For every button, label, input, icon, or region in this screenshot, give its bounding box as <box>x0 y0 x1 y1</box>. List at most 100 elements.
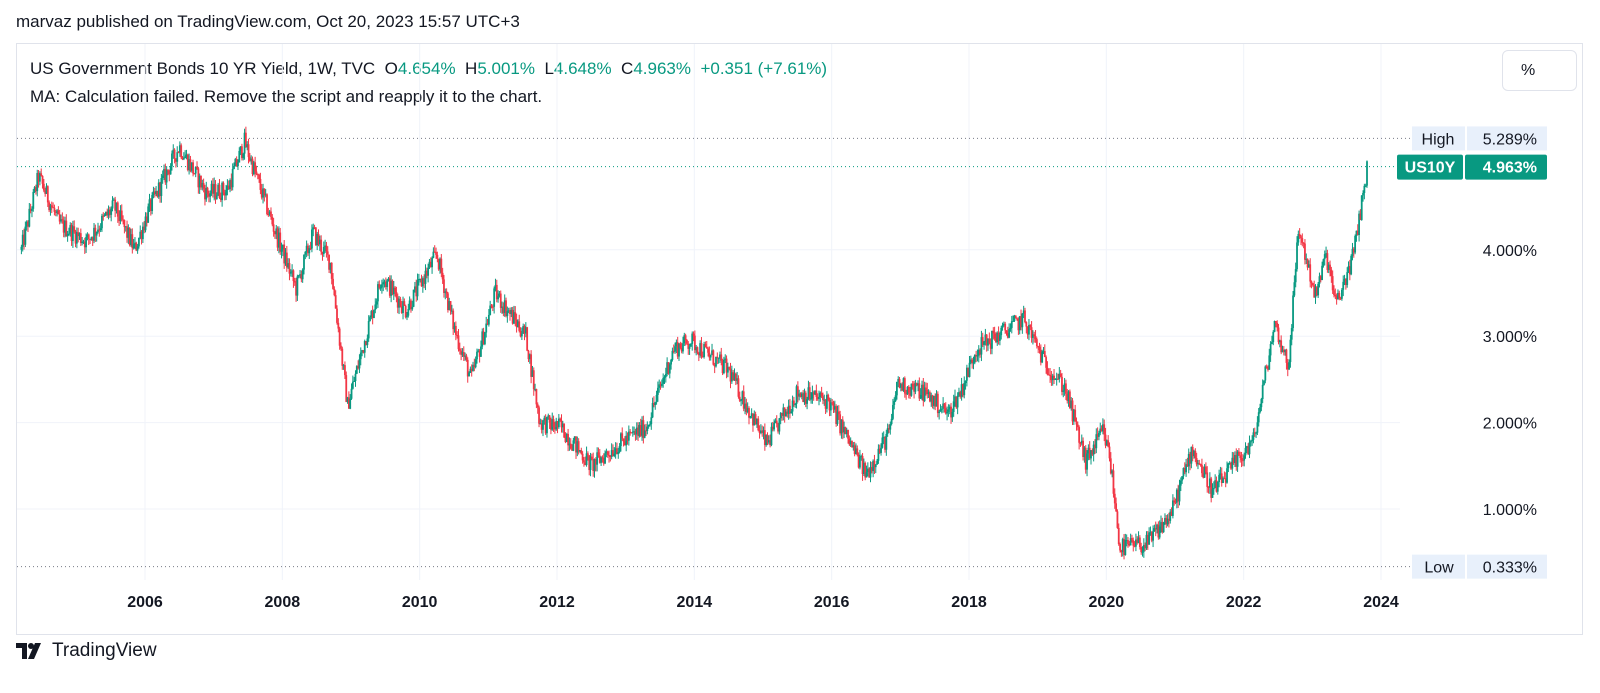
candle-body <box>1022 310 1025 314</box>
candle-body <box>647 424 650 427</box>
candle-body <box>627 431 630 441</box>
candle-body <box>812 392 815 395</box>
candle-body <box>27 221 29 227</box>
candle-body <box>248 157 251 161</box>
candle-body <box>474 359 477 368</box>
candle-body <box>276 228 279 248</box>
candle-body <box>832 402 835 410</box>
candle-body <box>579 450 581 452</box>
candle-body <box>77 232 80 237</box>
candle-body <box>1319 276 1322 281</box>
candle-body <box>428 261 431 268</box>
candle-body <box>757 418 760 431</box>
candle-body <box>235 159 238 167</box>
candle-body <box>766 434 769 443</box>
close-label: C <box>621 59 634 78</box>
candle-body <box>505 300 507 317</box>
candle-body <box>1102 424 1104 432</box>
candle-body <box>531 370 534 377</box>
candle-body <box>524 327 527 334</box>
candle-body <box>254 162 257 172</box>
candle-body <box>450 310 453 312</box>
candle-body <box>134 242 136 244</box>
candle-body <box>1272 331 1275 343</box>
high-value-bg <box>1467 126 1547 151</box>
candle-body <box>794 404 797 406</box>
candle-body <box>975 355 978 357</box>
candle-body <box>53 207 56 212</box>
candle-body <box>398 298 400 308</box>
candle-body <box>233 166 235 170</box>
candle-body <box>367 321 370 339</box>
candle-body <box>860 456 863 458</box>
candle-body <box>1280 340 1283 353</box>
candle-body <box>161 175 164 179</box>
candle-body <box>620 433 622 447</box>
candle-body <box>950 406 952 418</box>
candle-body <box>1195 458 1198 465</box>
candle-body <box>1033 334 1036 336</box>
candle-body <box>602 458 605 464</box>
candle-body <box>300 274 303 280</box>
candle-body <box>976 355 979 357</box>
candle-body <box>230 180 233 188</box>
candle-body <box>160 178 163 196</box>
candle-body <box>1249 441 1252 443</box>
candle-body <box>1309 264 1312 282</box>
candle-body <box>186 154 189 170</box>
candle-body <box>469 368 472 373</box>
candle-body <box>993 333 996 339</box>
candle-body <box>831 402 834 404</box>
candle-body <box>1042 351 1045 353</box>
candle-body <box>82 241 85 243</box>
candle-body <box>325 245 328 252</box>
candle-body <box>295 282 297 296</box>
candle-body <box>285 252 288 268</box>
candle-body <box>317 233 320 245</box>
candle-body <box>1199 463 1202 465</box>
candle-body <box>1339 298 1342 300</box>
low-label: L <box>544 59 554 78</box>
candle-body <box>971 359 974 363</box>
candle-body <box>583 460 585 463</box>
candle-body <box>229 180 231 190</box>
ma-indicator-error[interactable]: MA: Calculation failed. Remove the scrip… <box>30 87 543 106</box>
candle-body <box>1251 439 1254 442</box>
candle-body <box>1009 327 1012 330</box>
candle-body <box>855 448 857 455</box>
candle-body <box>196 166 198 169</box>
candle-body <box>445 291 448 294</box>
candle-body <box>1164 518 1166 523</box>
candle-body <box>1014 315 1017 319</box>
candle-body <box>1039 349 1042 363</box>
candle-body <box>872 460 875 472</box>
candle-body <box>123 220 126 228</box>
candle-body <box>1255 432 1257 434</box>
candle-body <box>868 468 871 478</box>
candle-body <box>737 378 740 397</box>
percent-scale-button[interactable]: % <box>1502 50 1577 91</box>
candle-body <box>651 403 654 418</box>
candle-body <box>329 262 332 270</box>
candle-body <box>1325 253 1327 255</box>
candle-body <box>495 284 498 300</box>
candle-body <box>539 423 542 425</box>
candle-body <box>684 335 687 340</box>
candle-body <box>798 393 801 397</box>
candle-body <box>24 226 27 245</box>
candle-body <box>1066 393 1069 401</box>
candle-body <box>612 450 614 456</box>
candle-body <box>239 146 242 151</box>
candle-body <box>515 319 518 327</box>
candle-body <box>299 274 301 276</box>
candle-body <box>1222 478 1224 484</box>
candle-body <box>1145 534 1148 549</box>
candle-body <box>511 309 514 324</box>
candle-body <box>946 411 948 414</box>
candle-body <box>604 453 606 464</box>
candle-body <box>464 355 466 357</box>
candle-body <box>177 152 180 154</box>
candle-body <box>664 373 667 378</box>
candle-body <box>72 226 74 242</box>
